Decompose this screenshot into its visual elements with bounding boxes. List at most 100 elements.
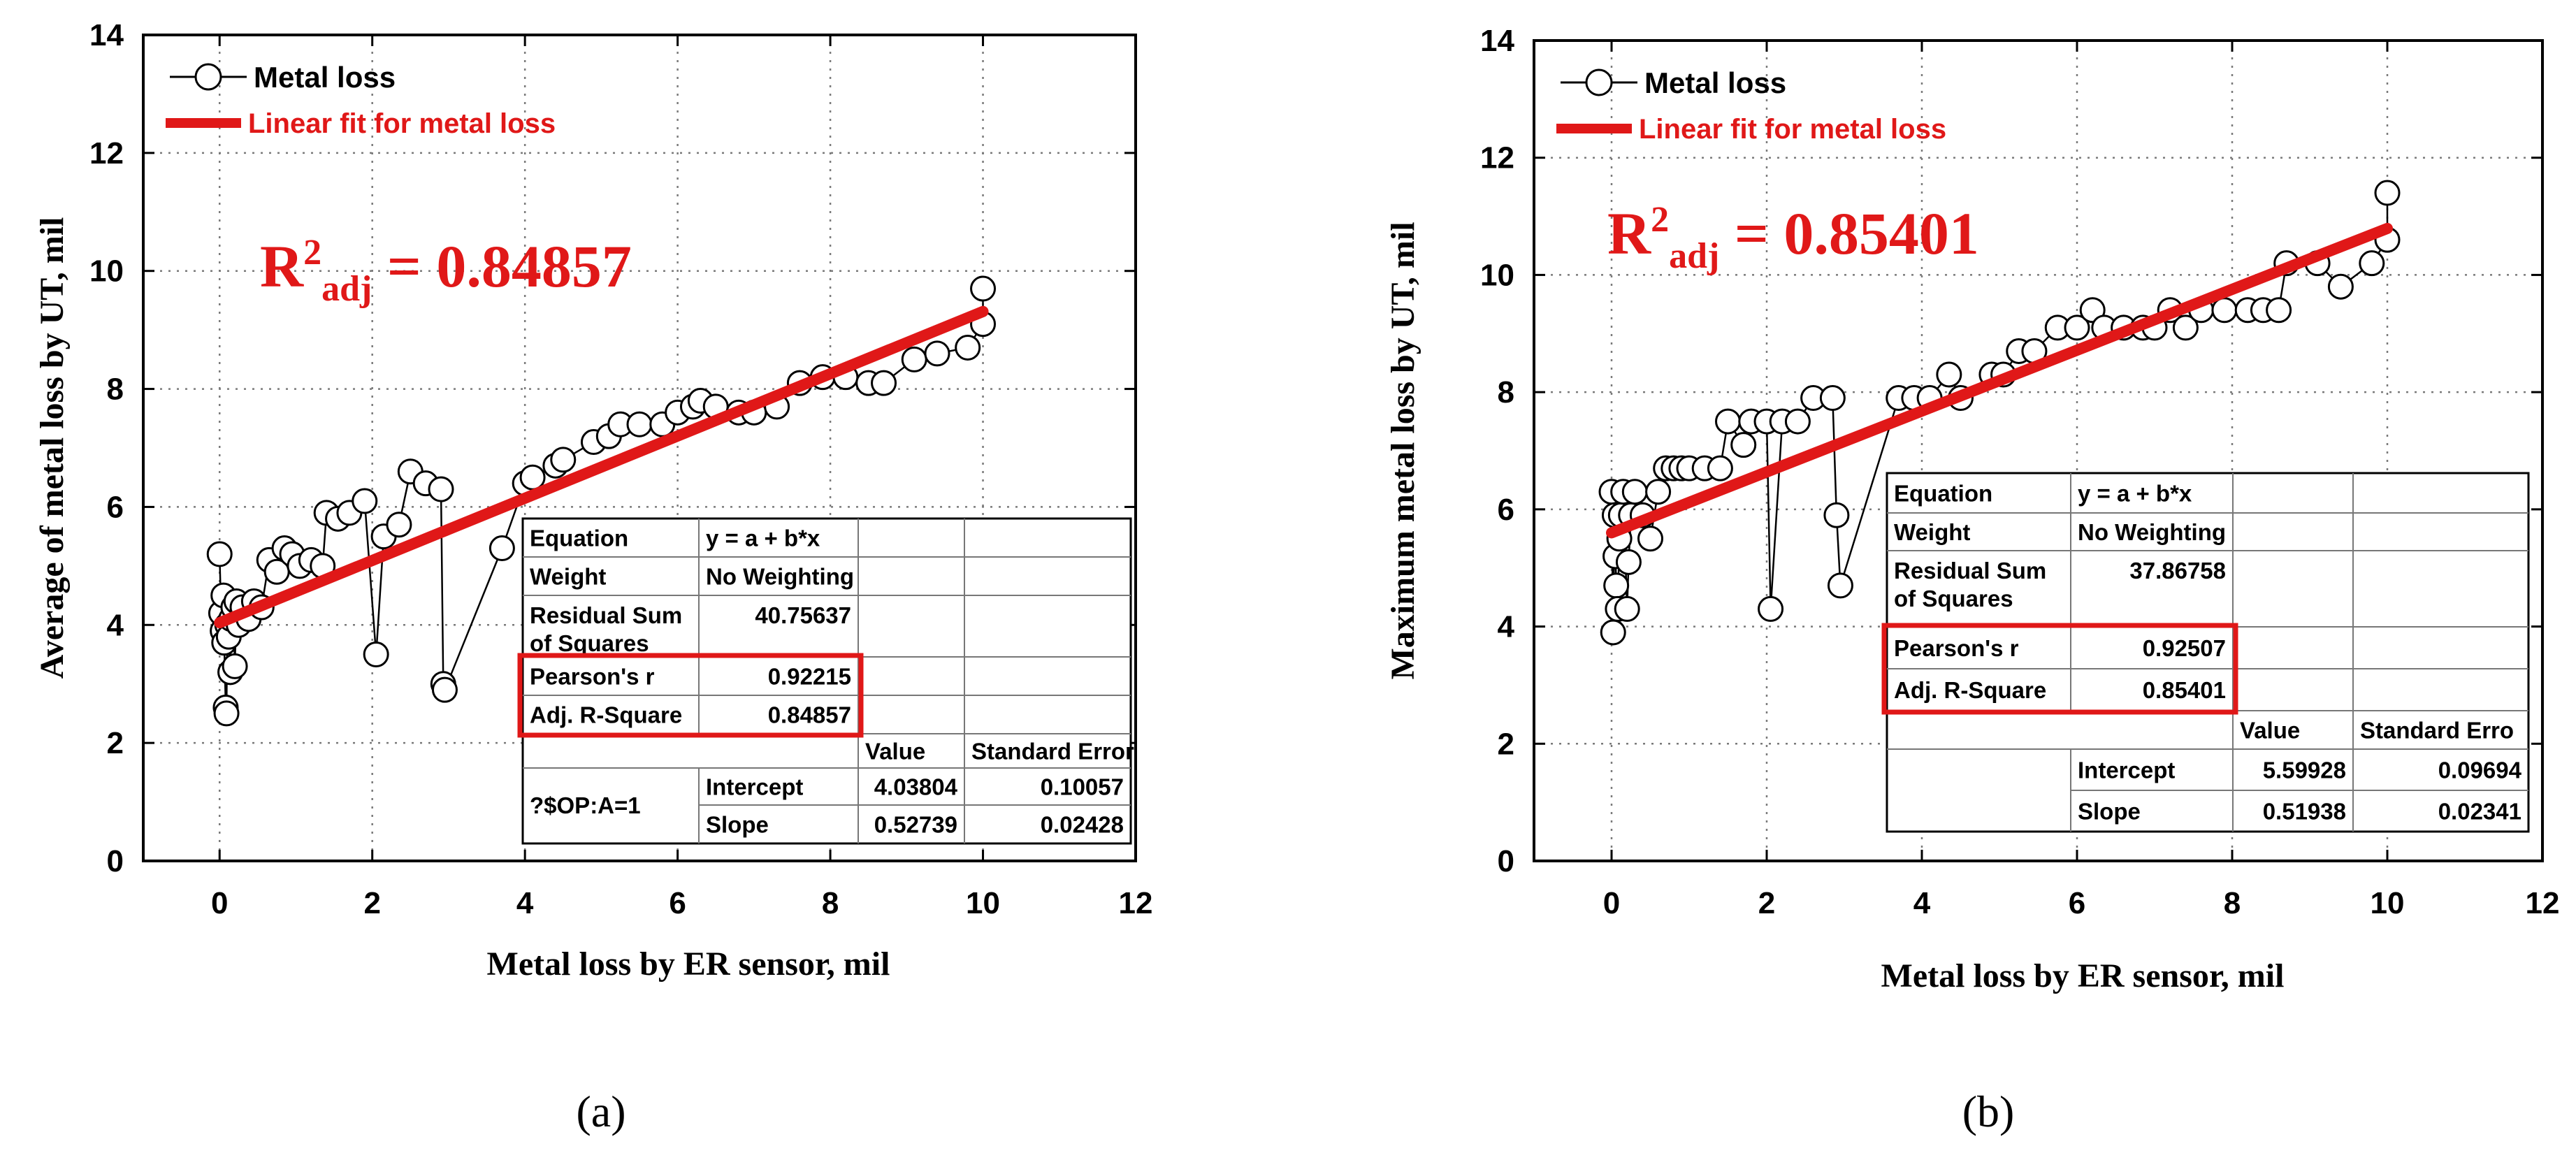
legend-label-linear-fit: Linear fit for metal loss [1639, 114, 1946, 145]
r2-value: = 0.85401 [1719, 200, 1979, 267]
x-tick-label: 4 [1913, 886, 1931, 920]
legend-marker-swatch [194, 63, 222, 91]
data-point [428, 476, 454, 502]
data-point [626, 411, 653, 437]
legend: Metal loss Linear fit for metal loss [166, 61, 556, 139]
highlight-box [517, 653, 864, 738]
data-point [955, 334, 981, 361]
table-equation-value: y = a + b*x [2078, 481, 2192, 507]
panel-label: (a) [576, 1087, 625, 1136]
series-markers [1598, 180, 2401, 646]
table-frame [521, 517, 1132, 845]
table-slope-value: 0.51938 [2263, 799, 2346, 825]
r2-subscript: adj [1669, 236, 1719, 276]
data-point [1715, 408, 1741, 435]
x-tick-label: 6 [669, 886, 686, 920]
table-adjr2-value: 0.85401 [2143, 677, 2226, 703]
table-pearson-value: 0.92507 [2143, 635, 2226, 661]
table-slope-label: Slope [706, 812, 769, 838]
y-tick-label: 4 [107, 608, 124, 642]
table-adjr2-value: 0.84857 [768, 702, 851, 728]
data-point [1614, 595, 1640, 622]
table-rss-label-line2: of Squares [1894, 586, 2013, 611]
data-point [871, 370, 897, 396]
series-markers [206, 275, 997, 727]
x-tick-label: 0 [211, 886, 228, 920]
data-point [901, 346, 927, 372]
r2-value: = 0.84857 [372, 233, 632, 300]
table-slope-value: 0.52739 [874, 812, 957, 838]
table-gridlines [523, 519, 1131, 843]
data-point [386, 512, 412, 538]
table-header-value: Value [865, 739, 925, 764]
data-point [2079, 297, 2106, 324]
y-tick-label: 0 [1498, 844, 1514, 878]
data-point [2359, 250, 2385, 277]
data-point [1784, 408, 1811, 435]
y-axis-title: Maximum metal loss by UT, mil [1384, 222, 1421, 679]
table-rss-value: 40.75637 [755, 602, 851, 628]
y-axis-title: Average of metal loss by UT, mil [34, 217, 71, 679]
y-tick-label: 4 [1498, 610, 1515, 644]
data-point [206, 541, 233, 567]
r2-superscript: 2 [303, 233, 321, 273]
data-point [1645, 479, 1672, 505]
data-point [1758, 595, 1784, 622]
x-tick-label: 8 [822, 886, 839, 920]
r2-adj-annotation: R2adj = 0.84857 [260, 233, 632, 309]
plot-frame [1533, 39, 2544, 862]
x-tick-label: 8 [2224, 886, 2241, 920]
axis-ticks [1534, 39, 2544, 862]
table-header-error: Standard Erro [2360, 718, 2514, 744]
y-tick-label: 14 [1480, 24, 1514, 58]
data-point [1603, 572, 1630, 599]
linear-fit-line [214, 305, 989, 629]
table-rss-label-line1: Residual Sum [1894, 558, 2046, 584]
data-point [213, 700, 240, 727]
chart-panel-a: 0 2 4 6 8 10 12 0 2 4 6 8 10 12 14 Metal loss by ER sen… [34, 18, 1152, 1136]
highlight-box [1881, 623, 2238, 715]
table-pearson-label: Pearson's r [530, 664, 655, 690]
data-point [970, 275, 997, 302]
x-tick-label: 4 [516, 886, 534, 920]
table-equation-value: y = a + b*x [706, 526, 820, 551]
table-weight-value: No Weighting [706, 564, 854, 590]
data-point [2266, 297, 2292, 324]
legend: Metal loss Linear fit for metal loss [1556, 66, 1946, 145]
chart-panel-b: 0 2 4 6 8 10 12 0 2 4 6 8 10 12 14 Metal loss by ER sen… [1384, 24, 2559, 1136]
data-point [1730, 432, 1757, 458]
data-point [363, 642, 389, 667]
x-axis-title: Metal loss by ER sensor, mil [487, 945, 890, 983]
table-intercept-label: Intercept [2078, 758, 2175, 783]
plot-frame [142, 34, 1137, 862]
table-weight-label: Weight [1894, 519, 1970, 545]
table-intercept-value: 4.03804 [874, 774, 958, 800]
data-point [2064, 314, 2090, 341]
r2-prefix: R [1607, 200, 1651, 267]
legend-label-metal-loss: Metal loss [1644, 66, 1786, 99]
data-point [1936, 361, 1962, 388]
legend-label-metal-loss: Metal loss [254, 61, 396, 94]
y-tick-label: 10 [89, 254, 124, 289]
data-point [2172, 314, 2199, 341]
table-rss-value: 37.86758 [2129, 558, 2226, 584]
y-tick-label: 6 [1498, 493, 1514, 527]
table-slope-label: Slope [2078, 799, 2141, 825]
x-tick-label: 2 [1758, 886, 1775, 920]
fit-statistics-table: Equation y = a + b*x Weight No Weighting Res… [517, 517, 1134, 845]
y-tick-label: 12 [1480, 141, 1514, 175]
x-tick-label: 10 [2371, 886, 2405, 920]
table-intercept-value: 5.59928 [2263, 758, 2346, 783]
y-tick-label: 2 [107, 726, 124, 760]
legend-marker-swatch [1585, 68, 1613, 96]
data-point [222, 653, 248, 679]
x-tick-label: 12 [1119, 886, 1153, 920]
table-equation-label: Equation [530, 526, 628, 551]
r2-adj-annotation: R2adj = 0.85401 [1607, 200, 1979, 276]
x-axis-title: Metal loss by ER sensor, mil [1881, 957, 2285, 994]
table-intercept-error: 0.10057 [1041, 774, 1124, 800]
data-point [352, 488, 378, 514]
table-pearson-label: Pearson's r [1894, 635, 2019, 661]
